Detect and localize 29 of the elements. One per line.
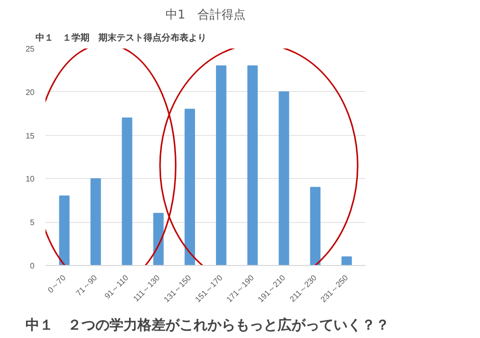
bar [153,212,164,266]
y-tick-label: 15 [26,131,36,140]
x-tick-label: 211～230 [288,272,319,304]
y-tick-label: 5 [30,218,36,228]
y-tick-label: 10 [26,174,36,184]
bar [122,117,132,266]
x-tick-label: 231～250 [318,272,350,304]
text: 中１ １学期 期末テスト得点分布表より [36,32,206,44]
x-tick-label: 111～130 [132,272,162,304]
chart-title: 中1 合計得点 [166,8,246,22]
y-tick-label: 0 [30,262,36,270]
bar [247,65,258,266]
x-tick-label: 0～70 [46,272,68,295]
bar [216,65,226,266]
bar [90,178,101,266]
bar [278,91,290,266]
bar [59,196,70,266]
text: 中１ ２つの学力格差がこれからもっと広がっていく？？ [26,316,390,334]
x-tick-label: 151～170 [193,272,225,304]
y-tick-label: 20 [26,88,36,97]
x-tick-label: 191～210 [256,272,288,304]
bar [184,108,196,266]
bar [310,186,321,266]
x-tick-label: 71～90 [74,272,100,298]
x-tick-label: 131～150 [162,272,194,304]
y-tick-label: 25 [26,44,36,54]
x-tick-label: 171～190 [224,272,256,304]
x-tick-label: 91～110 [102,272,131,301]
bar [341,256,352,266]
